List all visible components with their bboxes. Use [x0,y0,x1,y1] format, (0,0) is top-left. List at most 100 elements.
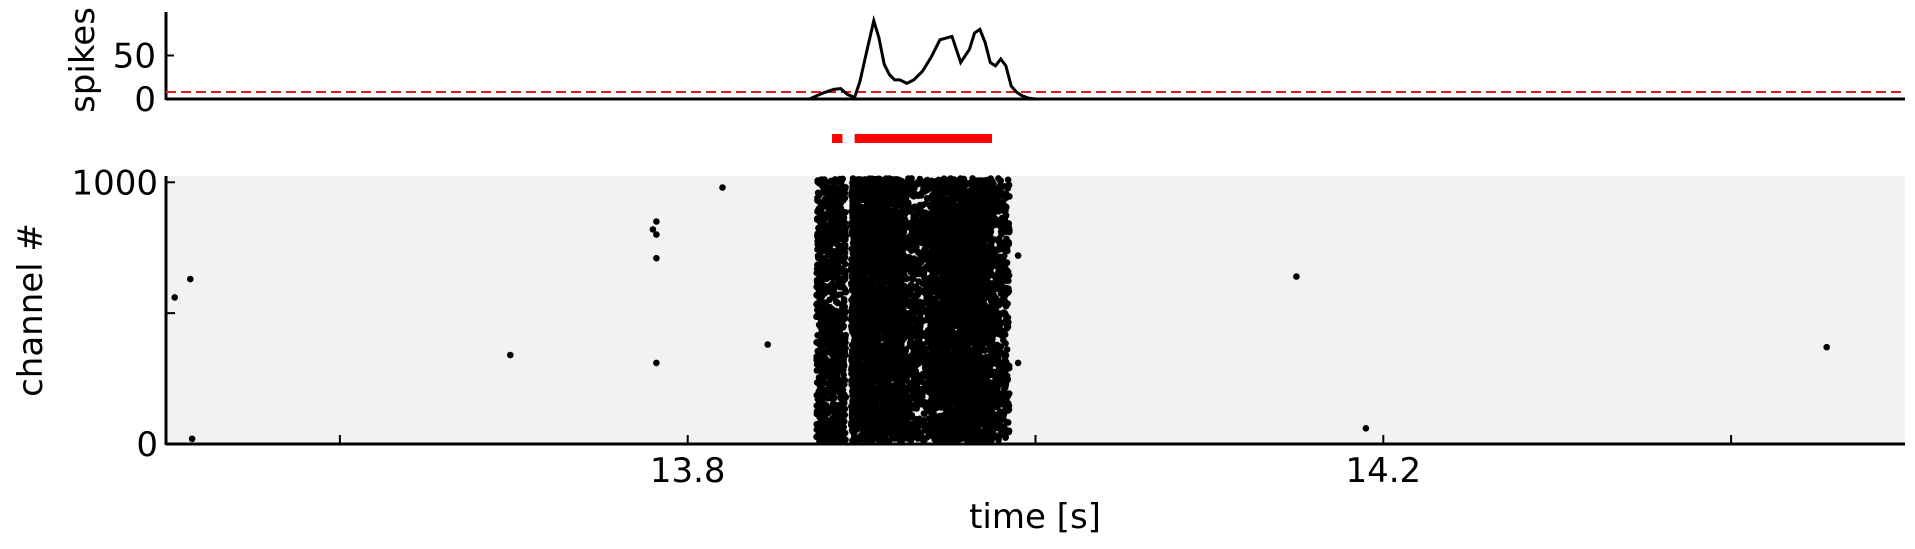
raster-point [912,362,920,369]
raster-point [813,361,821,368]
raster-point [888,325,896,332]
raster-point [880,207,887,215]
raster-point [910,215,917,222]
raster-point [917,376,925,383]
raster-point [891,435,898,442]
raster-point [900,227,908,234]
raster-point [913,283,920,291]
raster-point [920,421,927,428]
raster-point [822,226,829,233]
raster-point [913,332,921,340]
raster-point [922,277,930,285]
raster-point [869,205,876,212]
raster-point [837,199,845,207]
raster-point [885,226,893,233]
raster-point [840,189,848,196]
raster-point [831,394,838,402]
raster-point [900,296,908,304]
raster-point [862,358,869,366]
raster-point [855,321,862,329]
raster-point [882,377,890,384]
raster-point [838,342,846,350]
raster-point [1014,252,1022,259]
raster-point [851,413,859,420]
raster-point [891,313,898,320]
raster-point [911,383,918,391]
raster-point [888,356,895,363]
raster-point [653,218,660,225]
raster-point [818,328,825,335]
raster-point [919,236,926,244]
raster-point [903,264,911,272]
raster-point [912,180,920,187]
raster-point [907,245,915,253]
raster-point [874,232,881,239]
raster-point [866,291,873,299]
raster-point [849,405,856,413]
raster-point [719,184,726,191]
raster-point [872,220,880,227]
raster-point [653,254,660,262]
raster-point [902,367,909,375]
raster-point [915,218,923,225]
raster-point [829,261,837,269]
raster-point [822,301,830,309]
raster-point [888,200,896,208]
raster-point [867,240,874,248]
raster-point [879,266,886,273]
raster-point [822,234,829,242]
raster-point [891,192,898,199]
burst-marker [832,134,843,143]
raster-point [860,292,867,300]
raster-point [877,314,885,322]
raster-point [830,368,837,376]
raster-point [858,351,866,358]
raster-point [834,364,841,371]
raster-point [507,351,514,359]
raster-point [870,430,877,438]
raster-point [912,266,920,274]
raster-point [826,419,834,427]
raster-point [913,416,921,423]
raster-point [817,277,824,285]
raster-point [827,204,835,211]
raster-point [885,309,892,317]
raster-point [839,427,847,435]
raster-point [850,316,857,324]
raster-point [895,262,902,270]
raster-point [889,305,896,313]
raster-point [849,308,857,316]
raster-point [882,430,890,438]
raster-point [850,195,858,202]
raster-point [821,247,829,254]
raster-point [1362,425,1370,432]
raster-point [909,275,917,283]
raster-point [878,323,886,331]
raster-point [912,367,919,375]
raster-point [910,348,917,356]
raster-point [880,413,888,420]
raster-point [841,219,849,227]
raster-point [830,248,838,256]
raster-point [855,379,862,387]
raster-point [850,301,858,309]
raster-point [865,303,872,311]
raster-point [868,421,876,429]
raster-point [817,334,825,342]
raster-point [836,401,844,409]
raster-point [905,200,912,207]
raster-point [856,191,863,198]
raster-point [842,236,849,243]
raster-point [889,261,896,269]
raster-point [849,203,856,210]
raster-point [839,211,846,219]
raster-point [850,175,857,183]
raster-point [875,284,882,292]
raster-point [814,240,822,247]
raster-point [889,242,897,249]
raster-point [813,283,820,291]
raster-point [865,315,872,323]
top-y-tick-label: 50 [113,37,156,77]
raster-point [920,435,928,443]
raster-point [834,375,842,382]
